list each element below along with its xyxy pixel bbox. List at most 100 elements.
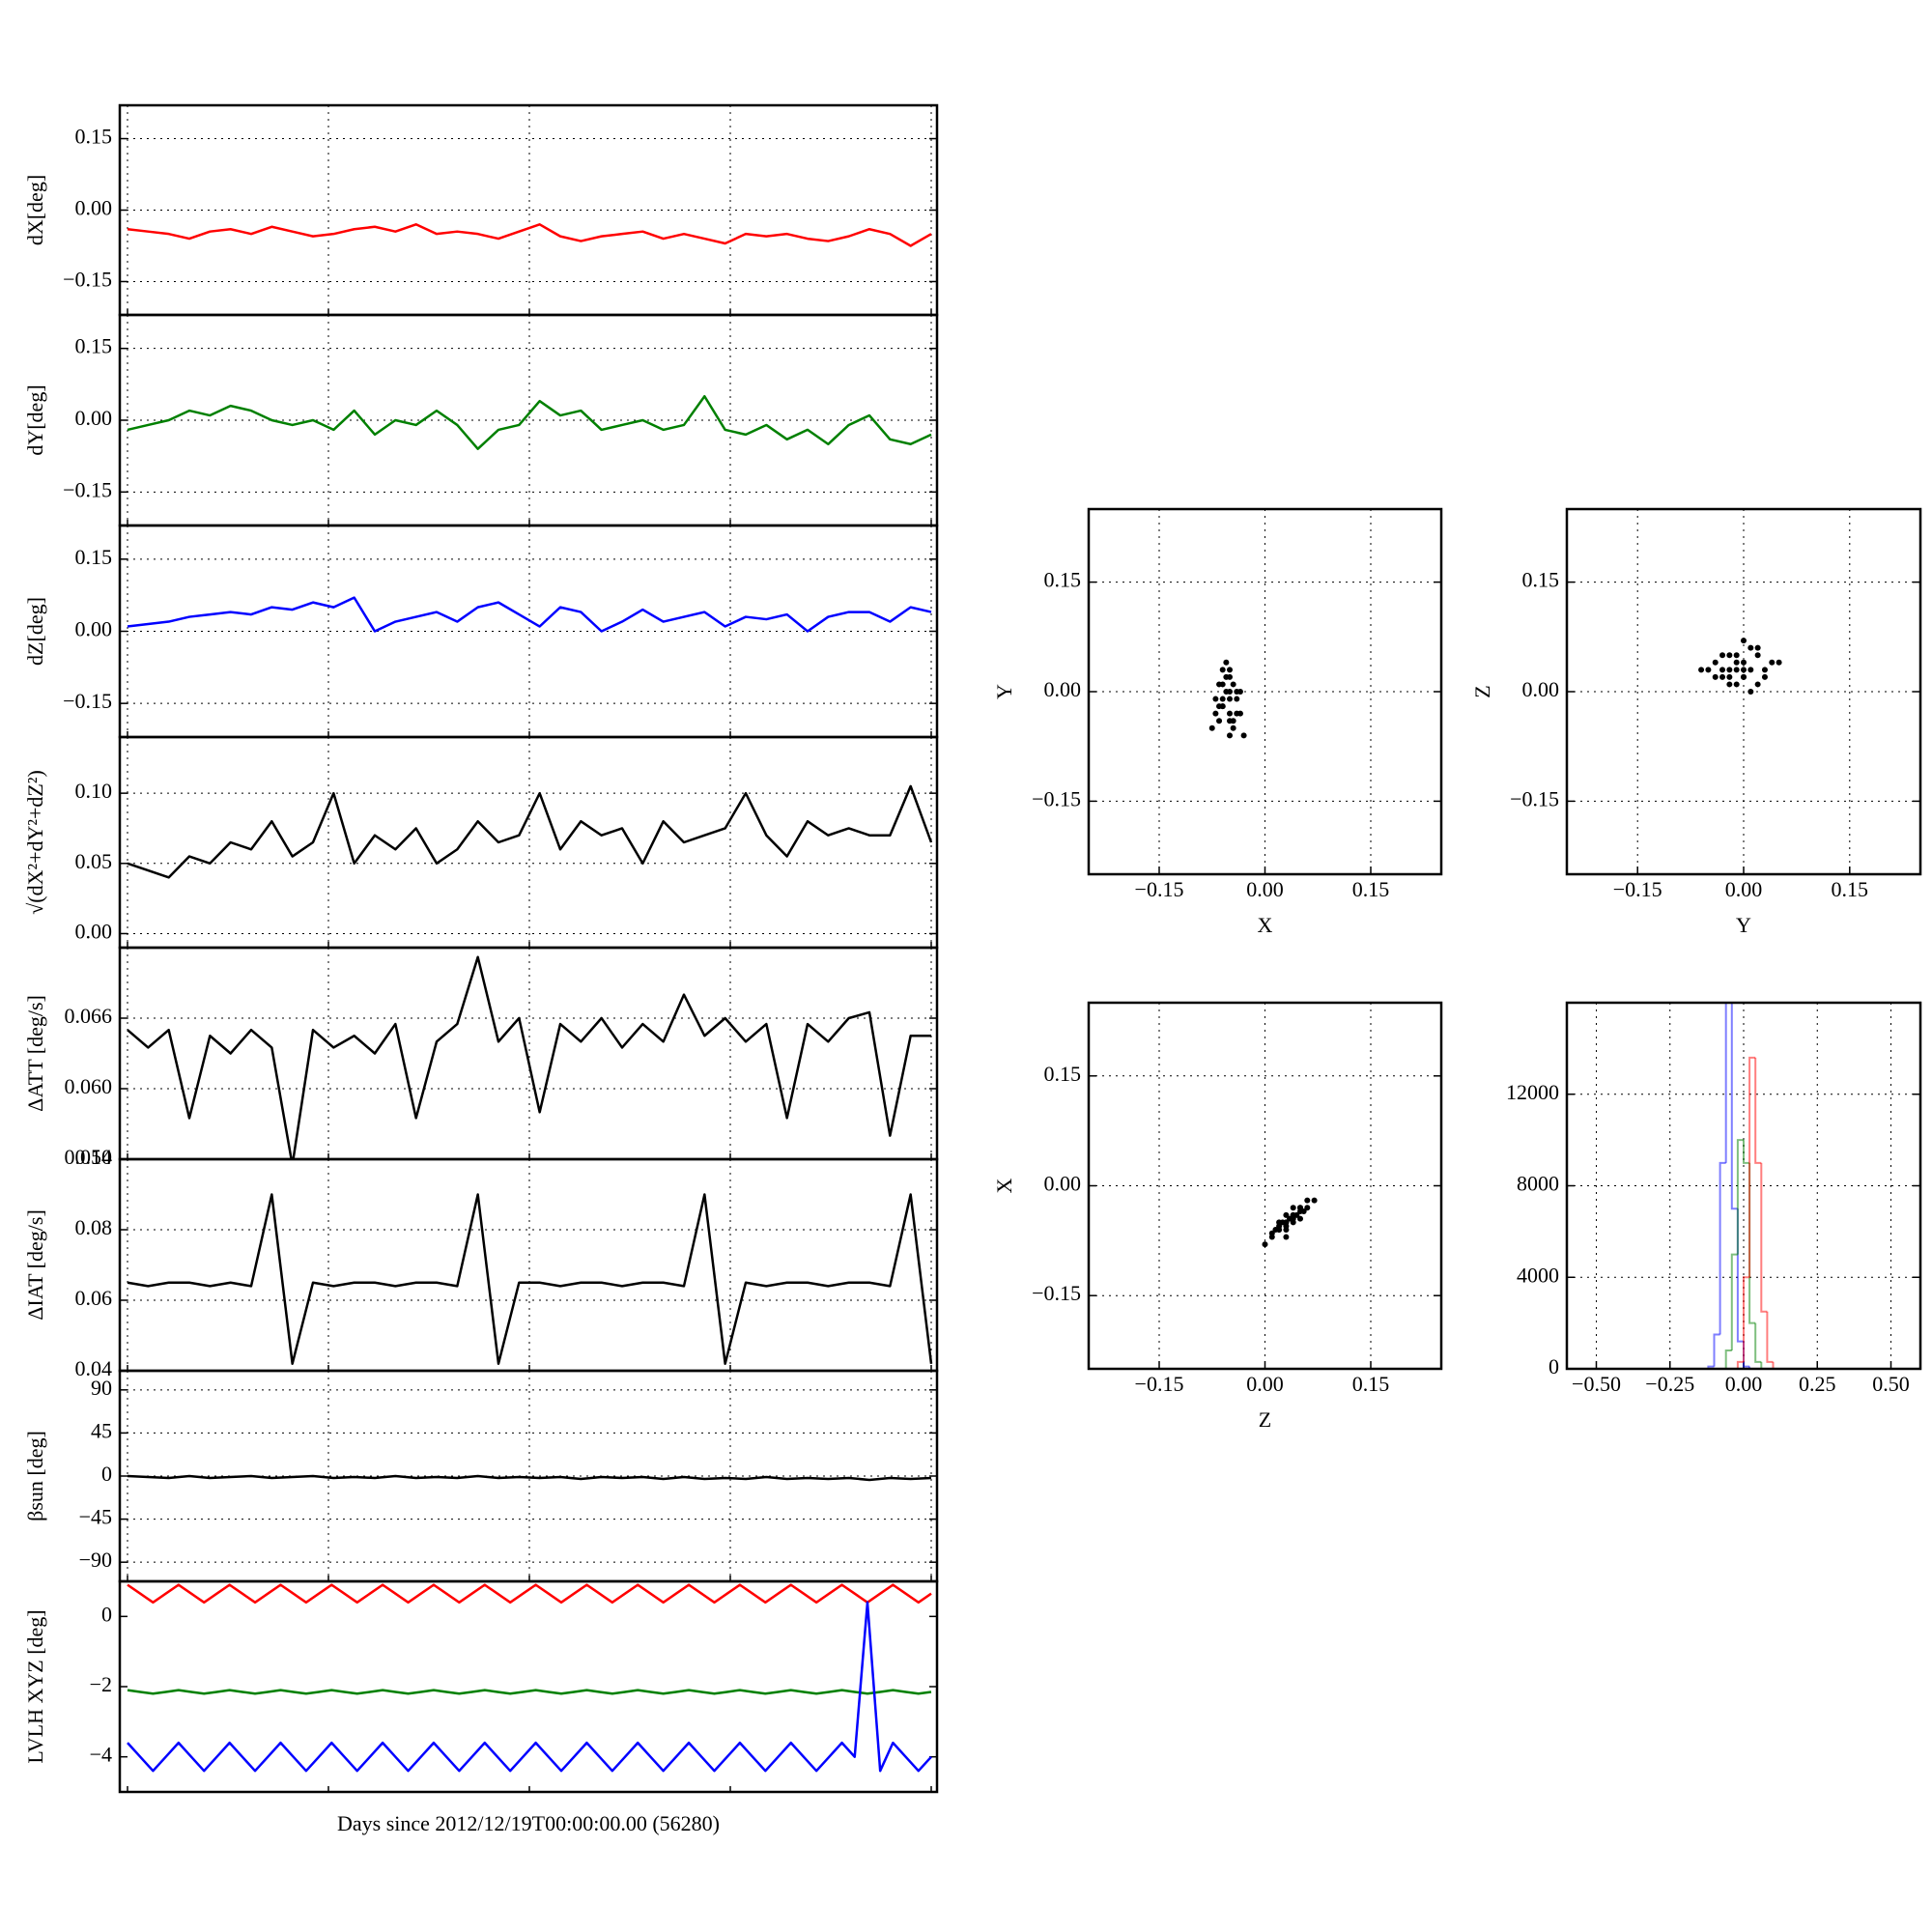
data-line bbox=[127, 223, 932, 247]
scatter-point bbox=[1304, 1205, 1311, 1211]
panel: −0.15 0.00 0.15 −0.15 0.00 0.15 Y X bbox=[992, 507, 1443, 937]
scatter-point bbox=[1726, 673, 1733, 680]
y-axis-label: βsun [deg] bbox=[23, 1431, 47, 1521]
scatter-point bbox=[1733, 659, 1740, 666]
scatter-point bbox=[1712, 659, 1719, 666]
histogram-step bbox=[1748, 1056, 1756, 1278]
scatter-point bbox=[1726, 681, 1733, 688]
scatter-point bbox=[1754, 681, 1761, 688]
scatter-point bbox=[1236, 689, 1243, 695]
scatter-point bbox=[1227, 710, 1233, 717]
y-axis-label: dZ[deg] bbox=[23, 597, 47, 666]
y-tick-label: 0.05 bbox=[75, 849, 113, 873]
y-tick-label: 0.15 bbox=[75, 125, 113, 149]
y-tick-label: −0.15 bbox=[1032, 786, 1081, 810]
histogram-step bbox=[1766, 1311, 1774, 1363]
scatter-point bbox=[1698, 667, 1705, 673]
y-tick-label: 0.00 bbox=[1044, 677, 1082, 701]
y-tick-label: −90 bbox=[79, 1548, 112, 1572]
scatter-point bbox=[1769, 659, 1776, 666]
axes-frame bbox=[1565, 507, 1922, 876]
x-tick-label: 0.00 bbox=[1246, 877, 1284, 901]
histogram-step bbox=[1736, 1139, 1744, 1255]
scatter-point bbox=[1776, 659, 1782, 666]
panel: −0.15 0.00 0.15 −0.15 0.00 0.15 X Z bbox=[992, 1001, 1443, 1432]
scatter-point bbox=[1216, 718, 1223, 724]
data-line bbox=[127, 596, 932, 633]
panel: 0 4000 8000 12000 −0.50 −0.25 0.00 0.25 0.50 bbox=[1506, 1001, 1922, 1396]
scatter-point bbox=[1705, 667, 1712, 673]
histogram-step bbox=[1754, 1057, 1762, 1164]
scatter-point bbox=[1297, 1215, 1303, 1222]
x-tick-label: −0.25 bbox=[1645, 1372, 1694, 1396]
y-tick-label: 0.00 bbox=[1044, 1172, 1082, 1196]
y-tick-label: −4 bbox=[90, 1743, 112, 1767]
scatter-point bbox=[1747, 689, 1754, 695]
y-axis-label: dY[deg] bbox=[23, 384, 47, 455]
y-tick-label: 0.08 bbox=[75, 1215, 113, 1239]
axes-frame bbox=[118, 946, 939, 1161]
y-tick-label: 0.066 bbox=[65, 1004, 113, 1028]
scatter-point bbox=[1741, 659, 1747, 666]
x-axis-label: X bbox=[1258, 913, 1273, 937]
scatter-point bbox=[1212, 710, 1219, 717]
scatter-point bbox=[1279, 1219, 1286, 1226]
scatter-point bbox=[1304, 1197, 1311, 1204]
y-tick-label: 0.15 bbox=[1044, 568, 1082, 592]
scatter-point bbox=[1276, 1223, 1283, 1230]
scatter-point bbox=[1761, 667, 1768, 673]
x-tick-label: 0.15 bbox=[1352, 877, 1390, 901]
scatter-point bbox=[1230, 724, 1236, 731]
scatter-point bbox=[1283, 1226, 1290, 1233]
y-axis-label: Z bbox=[1470, 685, 1494, 697]
scatter-point bbox=[1733, 667, 1740, 673]
data-line bbox=[127, 784, 933, 879]
x-tick-label: −0.15 bbox=[1135, 1372, 1184, 1396]
y-tick-label: 0.10 bbox=[75, 1145, 113, 1169]
panel: 0.15 0.00 −0.15 dX[deg] bbox=[23, 103, 939, 317]
scatter-point bbox=[1733, 652, 1740, 659]
y-axis-label: dX[deg] bbox=[23, 175, 47, 245]
y-tick-label: −45 bbox=[79, 1505, 112, 1529]
data-line bbox=[127, 955, 931, 1159]
scatter-point bbox=[1223, 659, 1230, 666]
scatter-point bbox=[1712, 673, 1719, 680]
scatter-point bbox=[1219, 696, 1226, 702]
x-tick-label: 0.00 bbox=[1246, 1372, 1284, 1396]
y-tick-label: 0.00 bbox=[1522, 677, 1560, 701]
scatter-point bbox=[1719, 667, 1726, 673]
histogram-step bbox=[1730, 1003, 1738, 1210]
scatter-point bbox=[1300, 1208, 1307, 1215]
y-tick-label: 0 bbox=[101, 1462, 112, 1486]
scatter-point bbox=[1234, 710, 1240, 717]
axes-frame bbox=[1087, 1001, 1443, 1371]
data-line bbox=[127, 1583, 932, 1605]
panel: 0.054 0.060 0.066 ΔATT [deg/s] bbox=[23, 946, 939, 1169]
histogram-step bbox=[1760, 1162, 1768, 1313]
y-tick-label: 0.054 bbox=[65, 1145, 113, 1169]
y-tick-label: 0.15 bbox=[75, 545, 113, 569]
data-line bbox=[127, 394, 932, 450]
axes-frame bbox=[118, 1579, 939, 1794]
scatter-point bbox=[1719, 673, 1726, 680]
y-tick-label: 90 bbox=[91, 1376, 112, 1400]
y-tick-label: 0 bbox=[1548, 1354, 1559, 1378]
x-axis-label: Z bbox=[1259, 1407, 1271, 1432]
data-line bbox=[127, 1689, 932, 1695]
scatter-point bbox=[1219, 667, 1226, 673]
x-tick-label: 0.00 bbox=[1725, 877, 1763, 901]
histogram-step bbox=[1736, 1360, 1744, 1369]
x-tick-label: 0.15 bbox=[1352, 1372, 1390, 1396]
histogram-step bbox=[1743, 1140, 1750, 1164]
y-tick-label: 0.00 bbox=[75, 406, 113, 430]
scatter-point bbox=[1290, 1205, 1296, 1211]
scatter-point bbox=[1287, 1215, 1293, 1222]
y-tick-label: 0.15 bbox=[75, 334, 113, 358]
y-tick-label: 0.06 bbox=[75, 1286, 113, 1310]
scatter-point bbox=[1726, 652, 1733, 659]
y-axis-label: X bbox=[992, 1178, 1016, 1193]
y-tick-label: −0.15 bbox=[63, 477, 112, 501]
panel: 0.15 0.00 −0.15 dY[deg] bbox=[23, 313, 939, 527]
scatter-point bbox=[1719, 652, 1726, 659]
scatter-point bbox=[1290, 1219, 1296, 1226]
